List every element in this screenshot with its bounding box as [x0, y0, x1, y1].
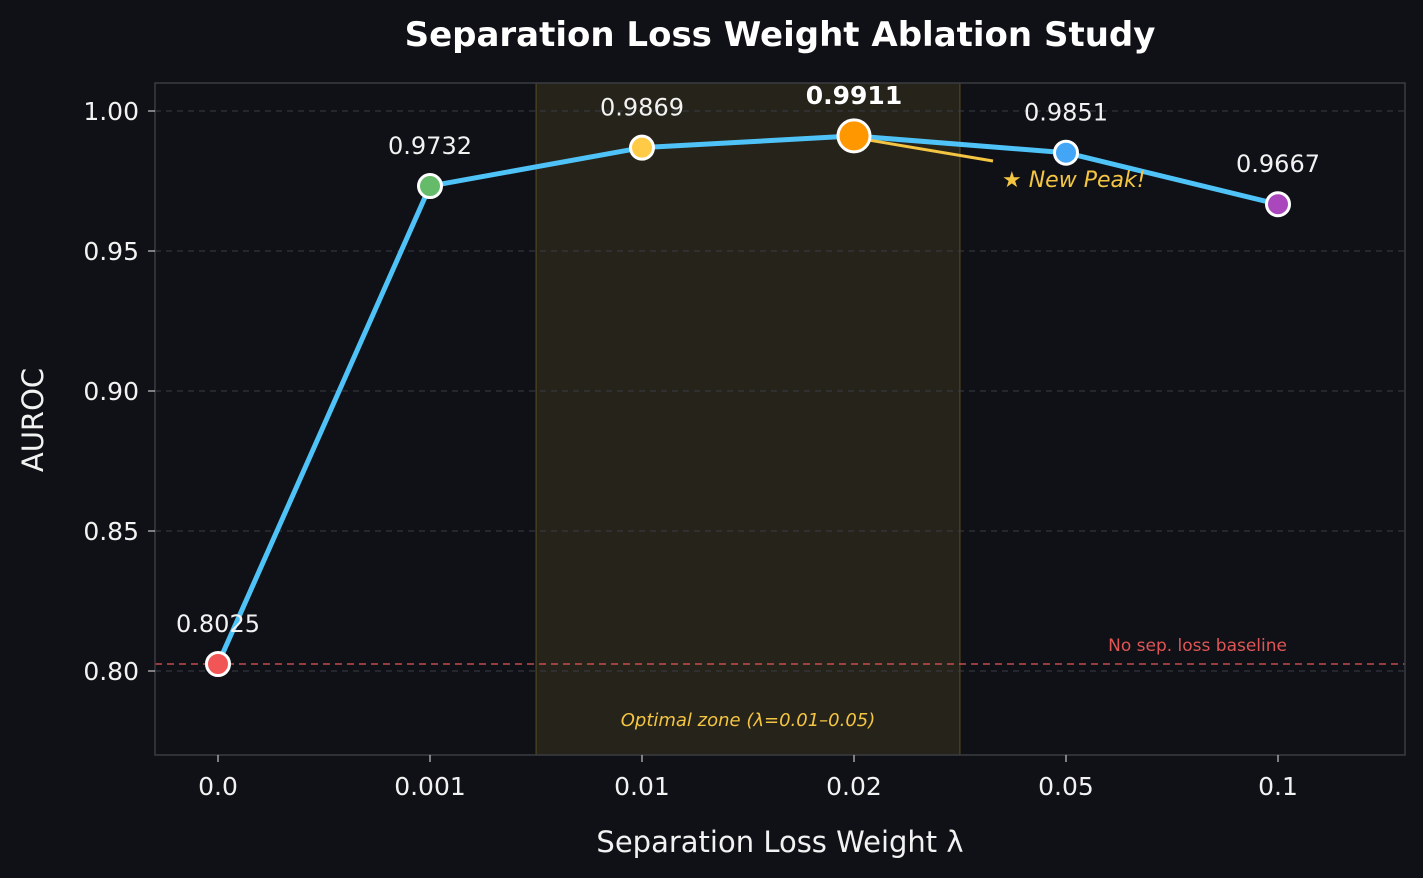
y-axis-label: AUROC — [16, 368, 50, 472]
data-point — [417, 173, 443, 200]
data-label: 0.9851 — [1024, 99, 1108, 127]
optimal-zone-label: Optimal zone (λ=0.01–0.05) — [621, 710, 876, 731]
x-tick-label: 0.02 — [826, 772, 882, 801]
baseline-layer: No sep. loss baseline — [155, 636, 1405, 665]
peak-data-point — [836, 118, 872, 154]
data-point — [629, 134, 655, 161]
plot-frame — [154, 82, 1406, 756]
y-tick-label: 0.85 — [83, 517, 139, 546]
chart-title: Separation Loss Weight Ablation Study — [405, 15, 1156, 55]
series-layer — [205, 118, 1291, 677]
data-label: 0.9869 — [600, 94, 684, 122]
plot-area: Optimal zone (λ=0.01–0.05) No sep. loss … — [154, 81, 1406, 756]
x-axis-ticks: 0.0 0.001 0.01 0.02 0.05 0.1 — [198, 755, 1298, 801]
data-label: 0.9732 — [388, 132, 472, 160]
data-point — [1053, 139, 1079, 166]
x-axis-label: Separation Loss Weight λ — [596, 825, 963, 859]
data-label-layer: 0.8025 0.9732 0.9869 0.9911 0.9851 0.9667 ★ Ne… — [176, 81, 1320, 638]
x-tick-label: 0.1 — [1258, 772, 1298, 801]
peak-annotation-text: ★ New Peak! — [1002, 168, 1146, 193]
y-tick-label: 1.00 — [83, 97, 139, 126]
x-tick-label: 0.01 — [614, 772, 670, 801]
optimal-zone-layer: Optimal zone (λ=0.01–0.05) — [535, 83, 961, 755]
y-axis-ticks: 0.80 0.85 0.90 0.95 1.00 — [83, 97, 155, 686]
x-tick-label: 0.001 — [394, 772, 466, 801]
optimal-zone-band — [536, 83, 960, 755]
peak-annotation-arrow — [867, 138, 994, 163]
data-point — [1265, 191, 1291, 218]
baseline-label: No sep. loss baseline — [1108, 636, 1287, 656]
plot-background — [155, 83, 1405, 755]
x-tick-label: 0.05 — [1038, 772, 1094, 801]
y-tick-label: 0.90 — [83, 377, 139, 406]
x-tick-label: 0.0 — [198, 772, 238, 801]
data-point — [205, 651, 231, 677]
peak-data-label: 0.9911 — [806, 81, 902, 110]
series-line — [215, 133, 1281, 667]
data-label: 0.8025 — [176, 610, 260, 638]
data-label: 0.9667 — [1236, 150, 1320, 178]
y-tick-label: 0.80 — [83, 657, 139, 686]
y-tick-label: 0.95 — [83, 237, 139, 266]
